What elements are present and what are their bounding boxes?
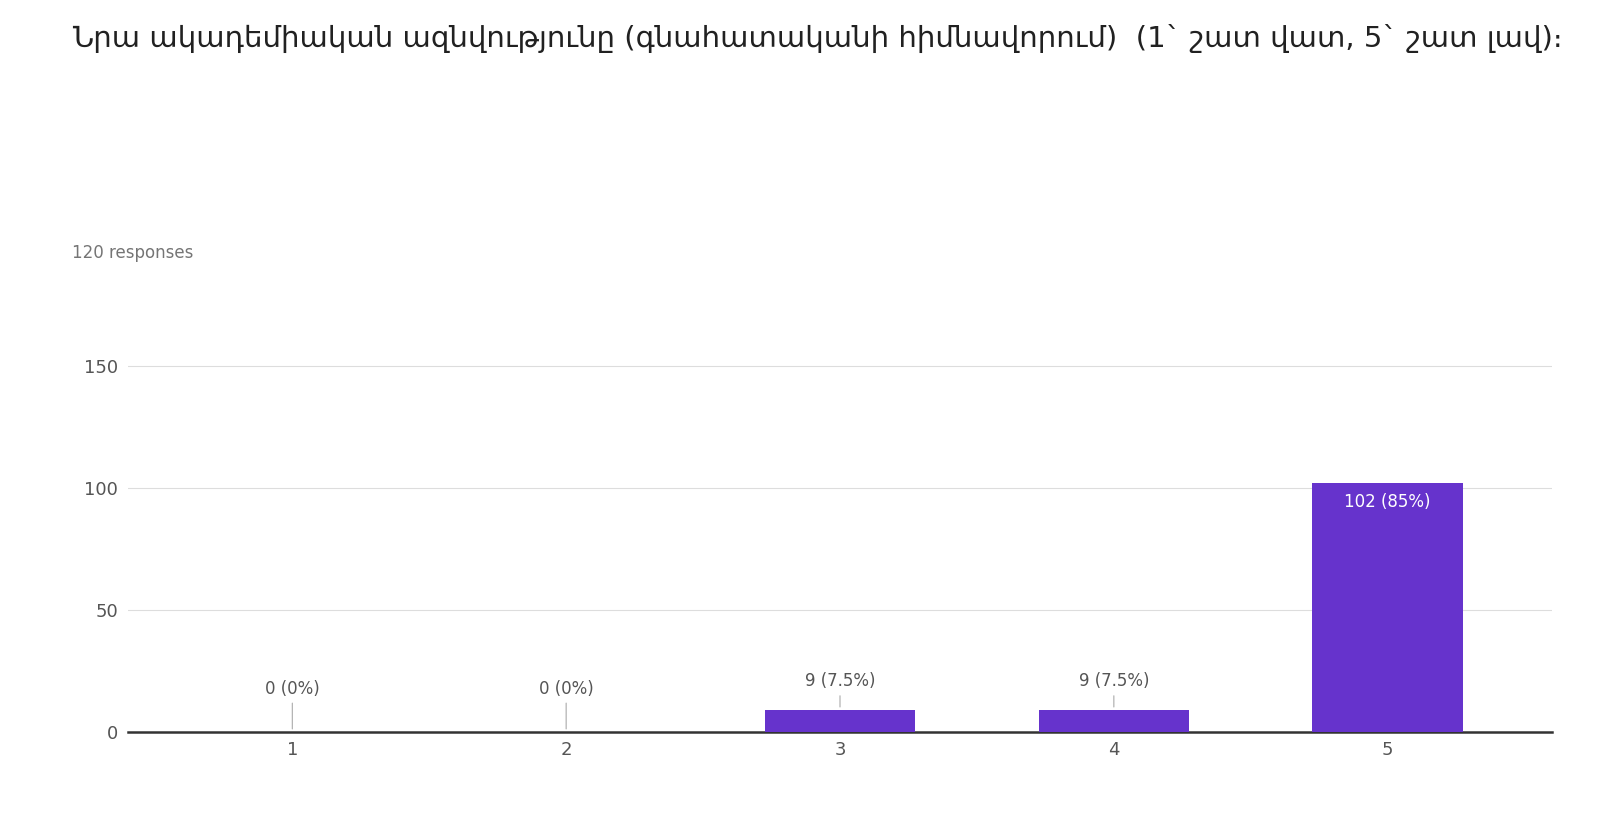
Text: Նրա ակադեմիական ազնվությունը (գնահատականի հիմնավորում)  (1` շատ վատ, 5` շատ լավ): Նրա ակադեմիական ազնվությունը (գնահատական…: [72, 24, 1600, 86]
Bar: [1038, 710, 1189, 732]
Text: 102 (85%): 102 (85%): [1344, 493, 1430, 511]
Text: 9 (7.5%): 9 (7.5%): [1078, 672, 1149, 707]
Text: 120 responses: 120 responses: [72, 244, 194, 262]
Text: 0 (0%): 0 (0%): [539, 680, 594, 729]
Bar: [765, 710, 915, 732]
Text: 0 (0%): 0 (0%): [266, 680, 320, 729]
Bar: [1312, 483, 1462, 732]
Text: 9 (7.5%): 9 (7.5%): [805, 672, 875, 707]
